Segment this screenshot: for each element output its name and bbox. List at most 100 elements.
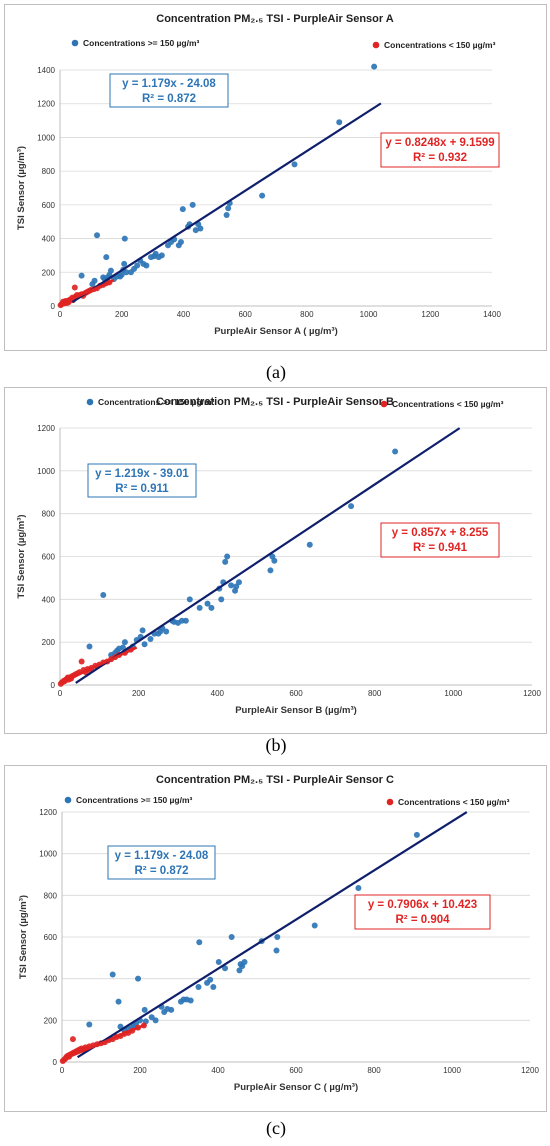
legend-marker bbox=[380, 400, 388, 408]
chart-title: Concentration PM₂.₅ TSI - PurpleAir Sens… bbox=[156, 13, 394, 25]
x-axis-label: PurpleAir Sensor C ( µg/m³) bbox=[234, 1082, 358, 1093]
data-point bbox=[413, 831, 420, 838]
data-point bbox=[204, 979, 211, 986]
r-squared-text: R² = 0.932 bbox=[413, 152, 467, 164]
series-high bbox=[86, 831, 420, 1034]
legend-marker bbox=[71, 39, 79, 47]
y-tick-label: 1000 bbox=[37, 467, 55, 476]
y-tick-label: 1000 bbox=[39, 850, 57, 859]
x-tick-label: 1200 bbox=[523, 689, 541, 698]
equation-text: y = 0.7906x + 10.423 bbox=[368, 899, 477, 911]
y-tick-label: 1000 bbox=[37, 133, 55, 142]
data-point bbox=[135, 975, 142, 982]
equation-box bbox=[380, 132, 500, 168]
chart-frame bbox=[4, 4, 547, 351]
legend-label: Concentrations < 150 µg/m³ bbox=[398, 797, 510, 807]
y-tick-label: 400 bbox=[44, 975, 58, 984]
equation-text: y = 0.8248x + 9.1599 bbox=[385, 137, 494, 149]
trendline-high bbox=[77, 811, 468, 1059]
chart-panel-c: 0 200 400 600 800 1000 1200 0 200 400 600 800 1000 12… bbox=[4, 765, 547, 1112]
equation-box bbox=[87, 463, 197, 498]
x-tick-label: 200 bbox=[133, 1066, 147, 1075]
data-point bbox=[232, 587, 239, 594]
data-point bbox=[267, 567, 274, 574]
legend-label: Concentrations >= 150 µg/m³ bbox=[83, 38, 200, 48]
data-point bbox=[186, 596, 193, 603]
data-point bbox=[235, 579, 242, 586]
trendline-high bbox=[75, 427, 461, 684]
x-tick-label: 0 bbox=[60, 1066, 65, 1075]
chart-title: Concentration PM₂.₅ TSI - PurpleAir Sens… bbox=[156, 396, 394, 408]
data-point bbox=[236, 967, 243, 974]
data-point bbox=[165, 242, 171, 249]
data-point bbox=[222, 965, 229, 972]
data-point bbox=[148, 1014, 155, 1021]
y-tick-label: 800 bbox=[44, 891, 58, 900]
data-point bbox=[121, 639, 128, 646]
x-tick-label: 1000 bbox=[360, 310, 378, 319]
y-tick-label: 1200 bbox=[39, 808, 57, 817]
data-point bbox=[228, 582, 235, 589]
data-point bbox=[69, 1036, 76, 1043]
x-tick-label: 800 bbox=[300, 310, 314, 319]
x-tick-label: 0 bbox=[58, 689, 63, 698]
data-point bbox=[224, 553, 231, 560]
series-high bbox=[86, 448, 399, 659]
data-point bbox=[115, 998, 122, 1005]
data-point bbox=[195, 984, 202, 990]
y-tick-label: 600 bbox=[42, 553, 56, 562]
legend-label: Concentrations >= 150 µg/m³ bbox=[98, 397, 215, 407]
r-squared-text: R² = 0.872 bbox=[134, 865, 188, 877]
x-tick-label: 200 bbox=[115, 310, 129, 319]
data-point bbox=[121, 235, 128, 242]
data-point bbox=[109, 971, 116, 978]
trendline-low bbox=[59, 278, 115, 306]
data-point bbox=[196, 939, 203, 946]
data-point bbox=[148, 254, 155, 261]
data-point bbox=[175, 242, 182, 249]
y-axis-label: TSI Sensor (µg/m³) bbox=[18, 895, 29, 979]
x-tick-label: 1400 bbox=[483, 310, 501, 319]
data-point bbox=[210, 984, 217, 990]
chart-panel-a: 0 200 400 600 800 1000 1200 1400 0 200 400 600 800 10… bbox=[4, 4, 547, 351]
data-point bbox=[100, 274, 107, 281]
x-axis-label: PurpleAir Sensor A ( µg/m³) bbox=[214, 326, 338, 337]
equation-box bbox=[107, 845, 216, 880]
x-tick-label: 200 bbox=[132, 689, 146, 698]
y-tick-label: 0 bbox=[53, 1058, 58, 1067]
x-tick-label: 400 bbox=[177, 310, 191, 319]
data-point bbox=[127, 269, 134, 276]
y-tick-label: 0 bbox=[51, 681, 56, 690]
data-point bbox=[177, 998, 184, 1005]
r-squared-text: R² = 0.872 bbox=[142, 93, 196, 105]
y-tick-label: 0 bbox=[51, 302, 56, 311]
y-tick-label: 600 bbox=[44, 933, 58, 942]
panel-caption: (c) bbox=[266, 1118, 286, 1139]
data-point bbox=[204, 600, 211, 607]
data-point bbox=[89, 281, 96, 288]
data-point bbox=[179, 206, 186, 213]
data-point bbox=[208, 604, 215, 611]
legend-label: Concentrations >= 150 µg/m³ bbox=[76, 795, 193, 805]
x-tick-label: 1000 bbox=[443, 1066, 461, 1075]
equation-text: y = 0.857x + 8.255 bbox=[392, 527, 489, 539]
x-tick-label: 400 bbox=[211, 689, 225, 698]
data-point bbox=[225, 205, 232, 212]
data-point bbox=[237, 961, 244, 968]
equation-box bbox=[380, 522, 500, 558]
chart-panel-b: 0 200 400 600 800 1000 1200 0 200 400 600 800 1000 12… bbox=[4, 387, 547, 734]
data-point bbox=[86, 643, 93, 650]
data-point bbox=[103, 254, 110, 261]
data-point bbox=[94, 232, 101, 239]
data-point bbox=[196, 604, 203, 611]
x-tick-label: 800 bbox=[367, 1066, 381, 1075]
equation-text: y = 1.179x - 24.08 bbox=[122, 78, 216, 90]
equation-text: y = 1.219x - 39.01 bbox=[95, 468, 189, 480]
data-point bbox=[269, 553, 276, 560]
x-tick-label: 600 bbox=[238, 310, 252, 319]
panel-caption: (a) bbox=[266, 362, 286, 383]
data-point bbox=[348, 503, 355, 510]
y-tick-label: 1200 bbox=[37, 424, 55, 433]
data-point bbox=[78, 272, 85, 279]
